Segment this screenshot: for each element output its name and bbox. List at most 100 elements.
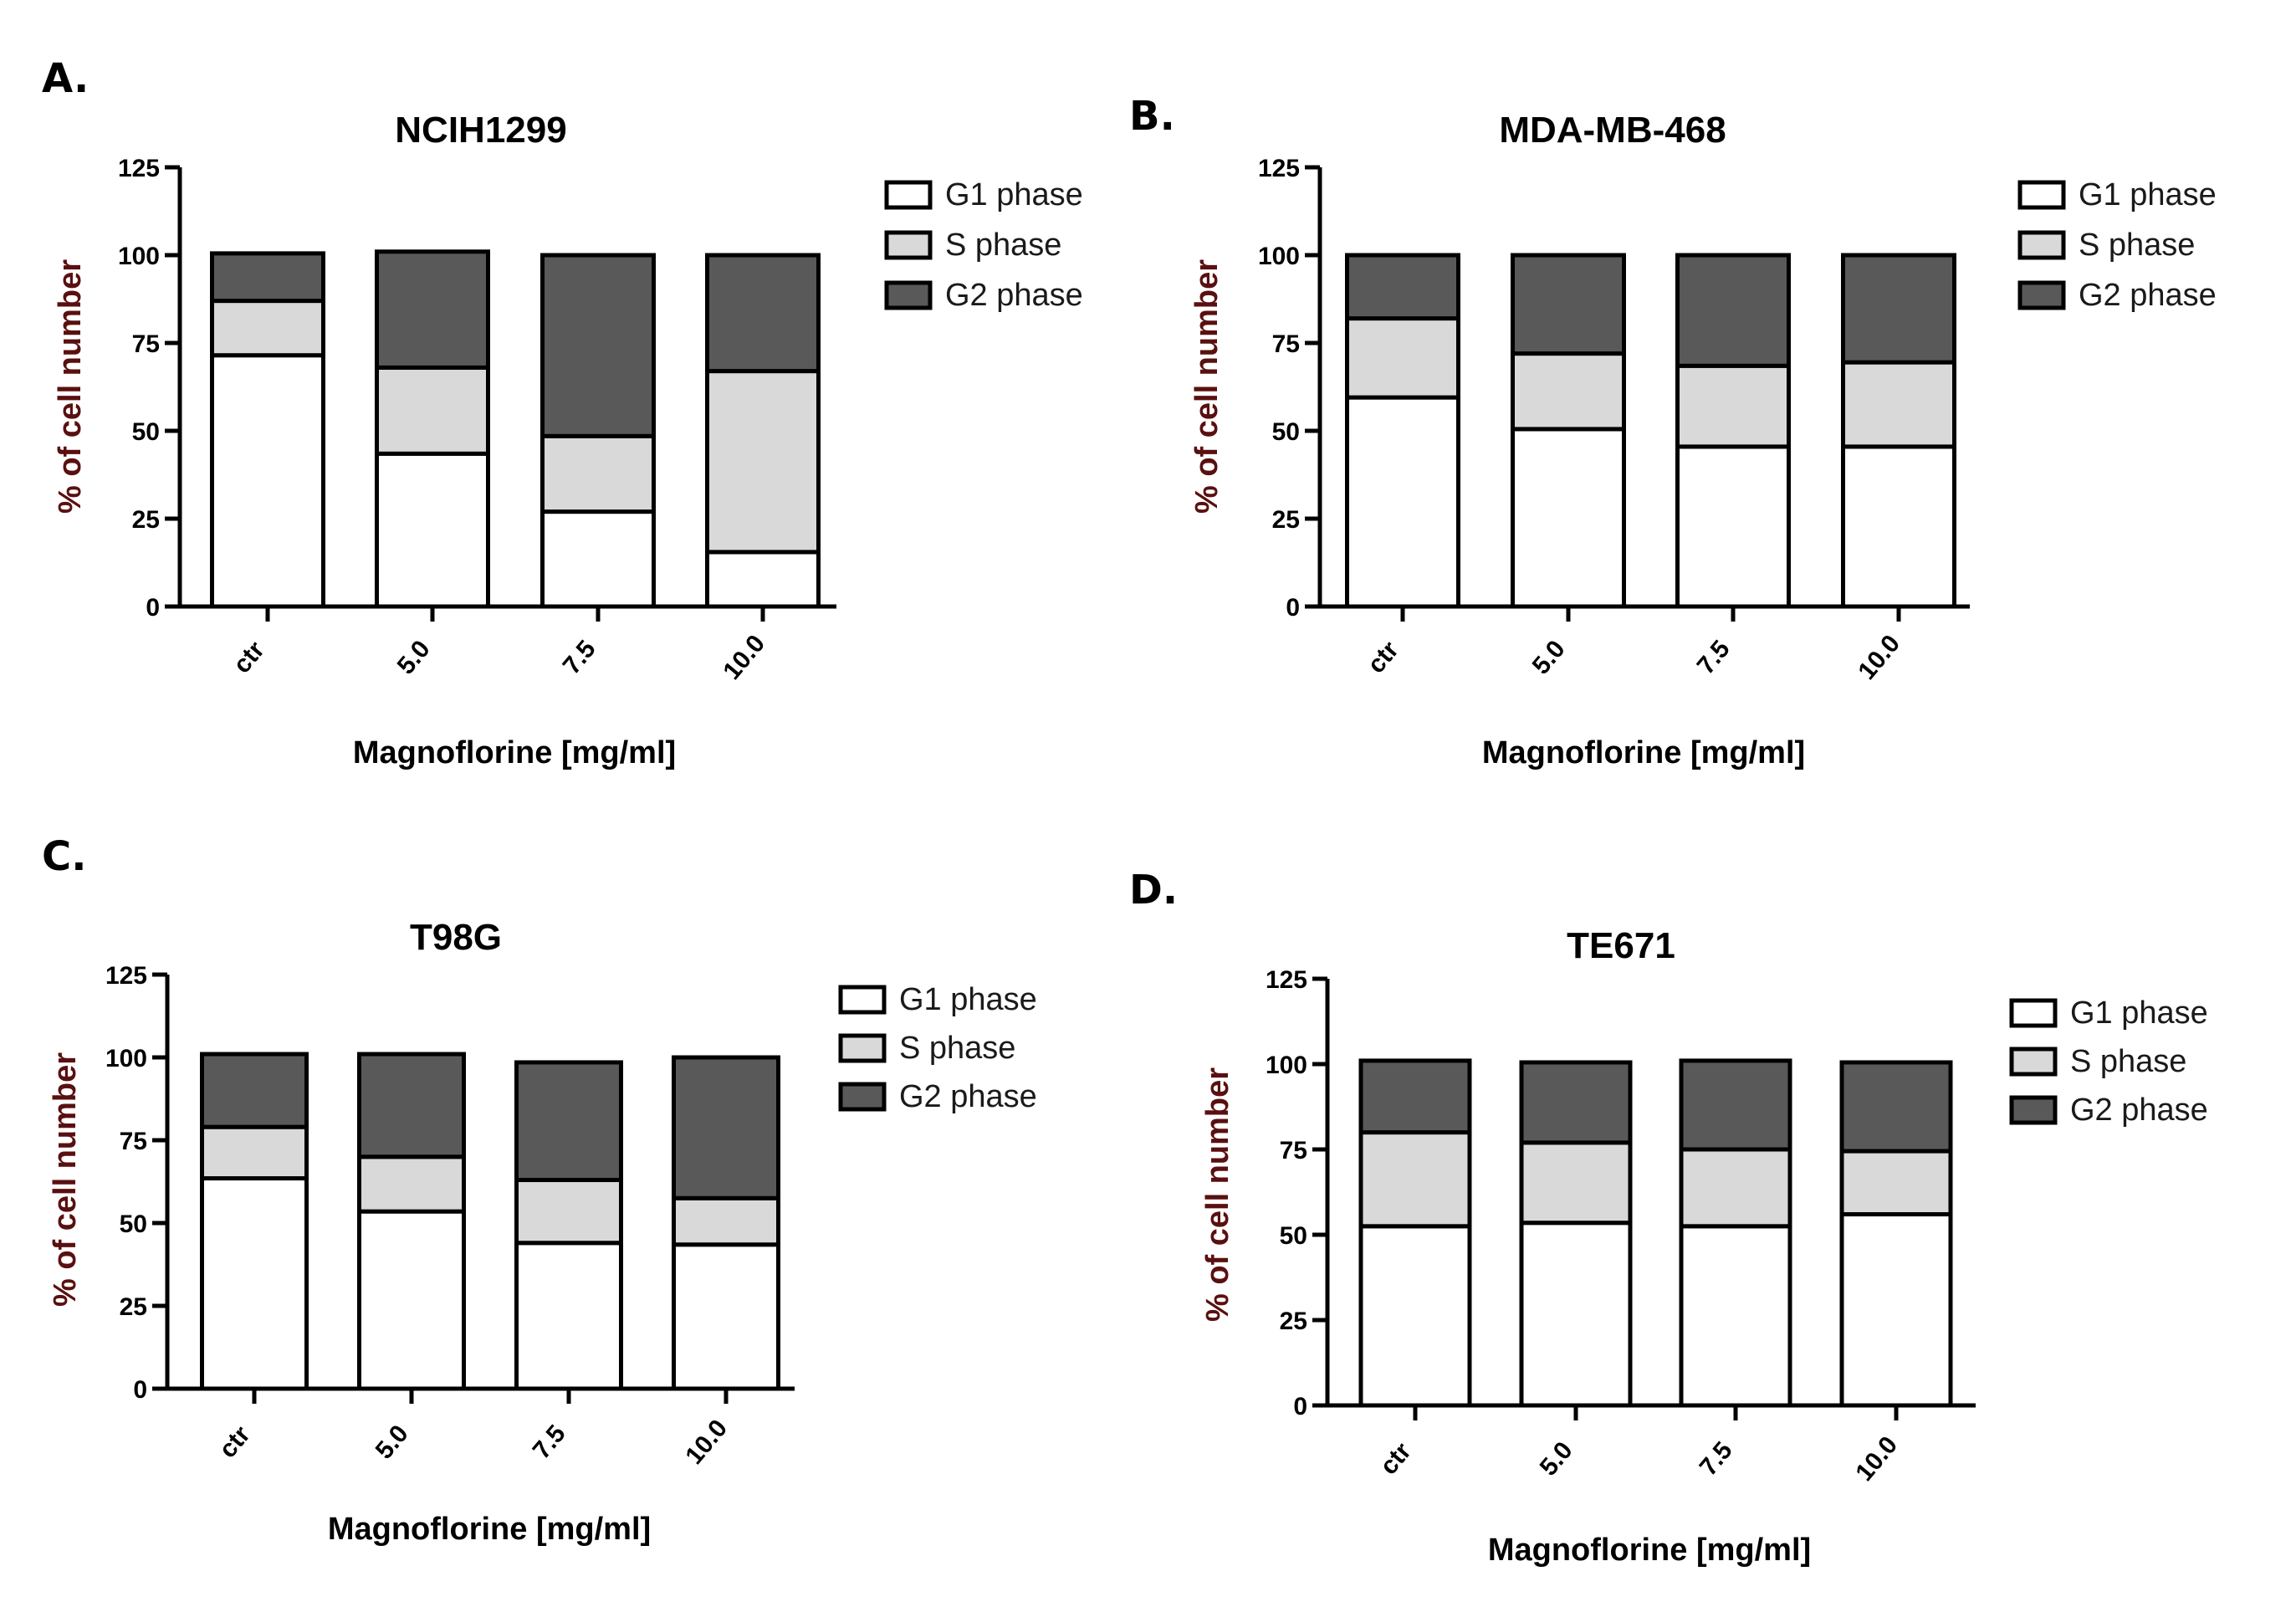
y-tick-label: 125 [1266, 966, 1307, 994]
bar-g1-phase-0 [210, 353, 325, 609]
legend-s-label: S phase [2070, 1044, 2186, 1079]
x-tick-label: 5.0 [1527, 635, 1571, 679]
bar-g1-phase-3 [1841, 444, 1956, 609]
bar-g2-phase-1 [1511, 253, 1626, 356]
bar-g1-phase-3 [672, 1242, 780, 1391]
x-tick-label: 10.0 [718, 630, 770, 685]
panel-letter: C. [42, 833, 86, 880]
y-tick-label: 75 [120, 1128, 147, 1155]
x-tick-label: 10.0 [1853, 630, 1905, 685]
bar-g1-phase-0 [1358, 1224, 1472, 1408]
y-tick-label: 100 [105, 1045, 147, 1072]
bar-g2-phase-0 [200, 1052, 309, 1129]
bar-g1-phase-2 [514, 1241, 623, 1391]
bar-s-phase-2 [540, 433, 656, 514]
x-tick-label: 7.5 [558, 635, 601, 679]
bar-g2-phase-0 [1345, 253, 1460, 321]
y-tick-label: 25 [132, 506, 160, 534]
x-tick-label: ctr [228, 636, 270, 678]
x-tick-label: 10.0 [680, 1415, 733, 1470]
bar-g2-phase-1 [357, 1052, 466, 1159]
y-tick-label: 100 [1258, 243, 1300, 270]
legend-s-label: S phase [899, 1031, 1015, 1066]
y-tick-label: 0 [1286, 594, 1300, 622]
bar-g1-phase-3 [1839, 1212, 1953, 1408]
legend-s-swatch [2017, 230, 2066, 260]
bar-g2-phase-3 [1839, 1060, 1953, 1154]
legend-g2-label: G2 phase [945, 278, 1083, 313]
x-tick-label: 7.5 [1695, 1436, 1738, 1481]
bar-g2-phase-3 [1841, 253, 1956, 365]
y-axis-title: % of cell number [1189, 259, 1225, 514]
legend-g2-label: G2 phase [899, 1079, 1037, 1114]
bar-s-phase-3 [1839, 1149, 1953, 1217]
legend-g2-label: G2 phase [2070, 1093, 2208, 1128]
chart-title: NCIH1299 [395, 110, 566, 151]
x-tick-label: ctr [1363, 636, 1404, 678]
chart-panel-0: A. NCIH1299 0 25 50 75 100 125 ctr 5.0 7.5 10.0 Magn… [42, 55, 1083, 770]
legend-s-swatch [2009, 1047, 2058, 1077]
legend-g1-label: G1 phase [899, 982, 1037, 1017]
y-axis-title: % of cell number [53, 259, 88, 514]
y-tick-label: 50 [132, 418, 160, 446]
legend-g1-label: G1 phase [2070, 995, 2208, 1031]
legend-g2-swatch [2017, 280, 2066, 310]
bar-s-phase-1 [1511, 351, 1626, 432]
x-tick-label: 7.5 [1692, 635, 1736, 679]
y-tick-label: 125 [105, 962, 147, 990]
y-tick-label: 0 [133, 1376, 147, 1404]
y-tick-label: 0 [1293, 1393, 1307, 1420]
bar-s-phase-3 [672, 1195, 780, 1247]
bar-s-phase-1 [375, 365, 490, 456]
legend-s-label: S phase [945, 228, 1061, 263]
x-axis-title: Magnoflorine [mg/ml] [353, 735, 676, 770]
legend-g1-label: G1 phase [2079, 177, 2217, 212]
bar-g2-phase-0 [210, 251, 325, 304]
legend-s-swatch [838, 1033, 887, 1063]
bar-g1-phase-2 [1679, 1224, 1792, 1408]
legend-g1-swatch [2017, 180, 2066, 210]
x-axis-title: Magnoflorine [mg/ml] [1488, 1533, 1811, 1568]
bar-s-phase-0 [1358, 1130, 1472, 1229]
bar-g2-phase-0 [1358, 1058, 1472, 1135]
bar-s-phase-2 [514, 1178, 623, 1246]
bar-g1-phase-1 [375, 451, 490, 609]
bar-g1-phase-1 [1519, 1221, 1633, 1408]
legend-g1-swatch [884, 180, 933, 210]
y-tick-label: 75 [1272, 330, 1300, 358]
bar-s-phase-1 [357, 1154, 466, 1214]
y-tick-label: 50 [120, 1210, 147, 1238]
bar-g2-phase-2 [540, 253, 656, 438]
y-tick-label: 75 [132, 330, 160, 358]
bar-s-phase-3 [1841, 360, 1956, 449]
y-tick-label: 125 [118, 155, 160, 182]
y-tick-label: 50 [1280, 1222, 1307, 1250]
bar-s-phase-2 [1679, 1147, 1792, 1229]
bar-g1-phase-0 [1345, 395, 1460, 609]
chart-panel-2: C. T98G 0 25 50 75 100 125 ctr 5.0 7.5 10.0 Magnoflo… [42, 833, 1037, 1547]
panel-letter: A. [42, 55, 89, 102]
x-tick-label: 5.0 [1535, 1436, 1578, 1481]
legend-g2-swatch [2009, 1095, 2058, 1125]
legend-s-swatch [884, 230, 933, 260]
bar-g2-phase-2 [1675, 253, 1791, 368]
legend-g2-label: G2 phase [2079, 278, 2217, 313]
x-axis-title: Magnoflorine [mg/ml] [328, 1512, 651, 1547]
bar-g2-phase-3 [705, 253, 821, 374]
chart-title: MDA-MB-468 [1499, 110, 1726, 151]
bar-g1-phase-2 [1675, 444, 1791, 609]
legend-g1-swatch [2009, 998, 2058, 1028]
bar-s-phase-2 [1675, 363, 1791, 449]
chart-panel-3: D. TE671 0 25 50 75 100 125 ctr 5.0 7.5 10.0 Magnofl… [1129, 867, 2208, 1568]
bar-g1-phase-0 [200, 1176, 309, 1391]
y-tick-label: 25 [1280, 1308, 1307, 1335]
bar-g2-phase-2 [1679, 1058, 1792, 1152]
y-tick-label: 100 [118, 243, 160, 270]
x-tick-label: ctr [1375, 1437, 1417, 1480]
chart-panel-1: B. MDA-MB-468 0 25 50 75 100 125 ctr 5.0 7.5 10.0 Ma… [1129, 93, 2217, 770]
bar-s-phase-0 [200, 1124, 309, 1181]
legend-g2-swatch [884, 280, 933, 310]
legend-g2-swatch [838, 1082, 887, 1112]
legend-g1-swatch [838, 985, 887, 1015]
x-tick-label: 7.5 [528, 1420, 571, 1464]
